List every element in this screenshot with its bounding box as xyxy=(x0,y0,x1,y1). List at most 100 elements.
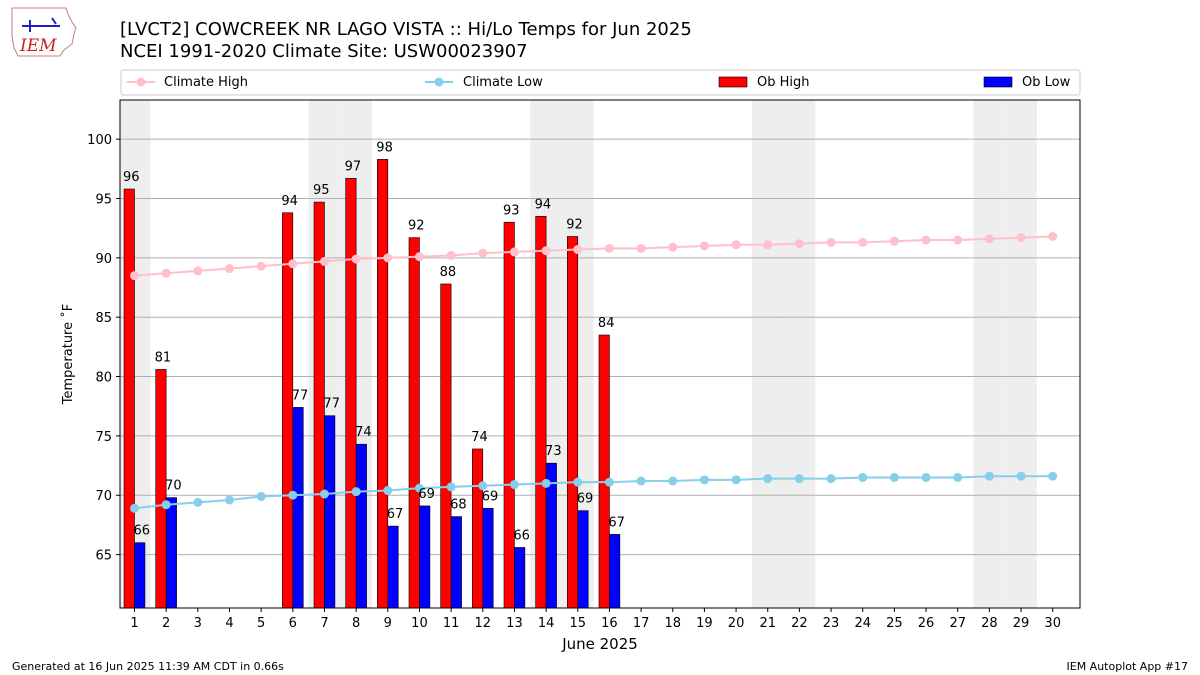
legend-climate-low-marker xyxy=(434,77,444,87)
ob-high-bar-11 xyxy=(440,283,452,609)
y-tick-label-65: 65 xyxy=(95,549,112,564)
ob-high-label-16: 84 xyxy=(598,316,615,331)
climate-low-point-21 xyxy=(763,474,773,484)
ob-low-bar-9 xyxy=(387,525,399,609)
climate-low-point-4 xyxy=(224,495,234,505)
ob-low-label-9: 67 xyxy=(387,507,404,522)
climate-high-point-16 xyxy=(604,243,614,253)
ob-high-bar-12 xyxy=(472,448,484,609)
x-tick-label-21: 21 xyxy=(759,616,776,631)
x-tick-label-23: 23 xyxy=(823,616,840,631)
climate-low-point-11 xyxy=(446,482,456,492)
climate-high-point-23 xyxy=(826,237,836,247)
climate-low-point-1 xyxy=(130,503,139,513)
ob-high-label-2: 81 xyxy=(155,350,172,365)
ob-low-bar-10 xyxy=(419,505,431,609)
weekend-shade-28 xyxy=(973,100,1006,608)
climate-low-point-15 xyxy=(573,477,583,487)
x-tick-label-7: 7 xyxy=(320,616,328,631)
chart-subtitle: NCEI 1991-2020 Climate Site: USW00023907 xyxy=(120,41,528,62)
ob-high-label-13: 93 xyxy=(503,203,520,218)
climate-low-point-20 xyxy=(731,475,741,485)
climate-low-line xyxy=(134,475,1053,510)
climate-low-point-14 xyxy=(541,478,551,488)
climate-lines xyxy=(130,231,1058,513)
y-tick-label-100: 100 xyxy=(87,133,112,148)
ob-low-bar-1 xyxy=(134,542,146,609)
ob-low-label-1: 66 xyxy=(133,524,150,539)
ob-high-label-15: 92 xyxy=(566,217,583,232)
ob-low-bar-2 xyxy=(165,497,177,609)
x-tick-label-22: 22 xyxy=(791,616,808,631)
legend-frame xyxy=(120,69,1081,96)
climate-high-point-17 xyxy=(636,243,646,253)
y-tick-label-70: 70 xyxy=(95,489,112,504)
plot-frame xyxy=(119,99,1081,609)
climate-high-point-6 xyxy=(288,259,298,269)
x-tick-label-17: 17 xyxy=(633,616,650,631)
x-tick-label-5: 5 xyxy=(257,616,265,631)
climate-high-point-18 xyxy=(668,242,678,252)
climate-low-point-29 xyxy=(1016,471,1026,481)
ob-low-bar-8 xyxy=(355,443,367,609)
ob-high-label-14: 94 xyxy=(535,197,552,212)
climate-high-point-30 xyxy=(1048,231,1058,241)
x-tick-label-29: 29 xyxy=(1013,616,1030,631)
x-tick-label-1: 1 xyxy=(130,616,138,631)
climate-high-point-24 xyxy=(858,237,868,247)
ob-high-label-8: 97 xyxy=(345,159,362,174)
ob-low-label-6: 77 xyxy=(292,388,309,403)
bars xyxy=(123,159,621,609)
x-tick-label-16: 16 xyxy=(601,616,618,631)
ob-low-bar-7 xyxy=(324,415,336,609)
x-tick-label-9: 9 xyxy=(384,616,392,631)
climate-high-point-28 xyxy=(984,234,994,244)
y-tick-label-90: 90 xyxy=(95,252,112,267)
climate-low-point-7 xyxy=(319,489,329,499)
ob-high-bar-10 xyxy=(408,237,420,609)
climate-low-point-27 xyxy=(953,472,963,482)
climate-high-point-13 xyxy=(509,247,519,257)
ob-high-label-7: 95 xyxy=(313,183,330,198)
climate-low-point-8 xyxy=(351,487,361,497)
climate-low-point-13 xyxy=(509,480,519,490)
ob-high-label-6: 94 xyxy=(281,194,298,209)
x-tick-label-4: 4 xyxy=(225,616,233,631)
x-tick-label-25: 25 xyxy=(886,616,903,631)
climate-high-point-19 xyxy=(699,241,709,251)
legend-ob-high-label: Ob High xyxy=(757,75,810,90)
weekend-shade-21 xyxy=(751,100,784,608)
iem-logo: IEM xyxy=(11,7,77,57)
climate-low-point-5 xyxy=(256,491,266,501)
climate-high-point-1 xyxy=(130,271,139,281)
climate-low-point-24 xyxy=(858,472,868,482)
ob-high-label-9: 98 xyxy=(376,140,393,155)
ob-high-bar-13 xyxy=(503,221,515,609)
footer-app: IEM Autoplot App #17 xyxy=(1067,660,1189,673)
ob-low-bar-15 xyxy=(577,510,589,609)
ob-low-label-7: 77 xyxy=(323,397,340,412)
ob-low-label-13: 66 xyxy=(513,528,530,543)
legend-ob-high-swatch xyxy=(718,76,748,88)
x-tick-label-10: 10 xyxy=(411,616,428,631)
y-axis-ticks: 65 70 75 80 85 90 95 100 xyxy=(87,133,120,564)
climate-high-point-10 xyxy=(414,252,424,262)
climate-high-point-8 xyxy=(351,254,361,264)
climate-low-point-18 xyxy=(668,476,678,486)
climate-high-point-20 xyxy=(731,240,741,250)
legend-climate-high-marker xyxy=(136,77,146,87)
x-tick-label-14: 14 xyxy=(538,616,555,631)
x-tick-label-6: 6 xyxy=(289,616,297,631)
y-tick-label-80: 80 xyxy=(95,371,112,386)
climate-low-point-10 xyxy=(414,483,424,493)
x-axis-label: June 2025 xyxy=(561,635,638,653)
weekend-shade-22 xyxy=(783,100,816,608)
x-tick-label-3: 3 xyxy=(194,616,202,631)
legend-ob-low-label: Ob Low xyxy=(1022,75,1071,90)
climate-high-point-2 xyxy=(161,268,171,278)
ob-low-label-11: 68 xyxy=(450,498,467,513)
x-tick-label-30: 30 xyxy=(1044,616,1061,631)
y-tick-label-85: 85 xyxy=(95,311,112,326)
climate-low-point-9 xyxy=(383,485,393,495)
